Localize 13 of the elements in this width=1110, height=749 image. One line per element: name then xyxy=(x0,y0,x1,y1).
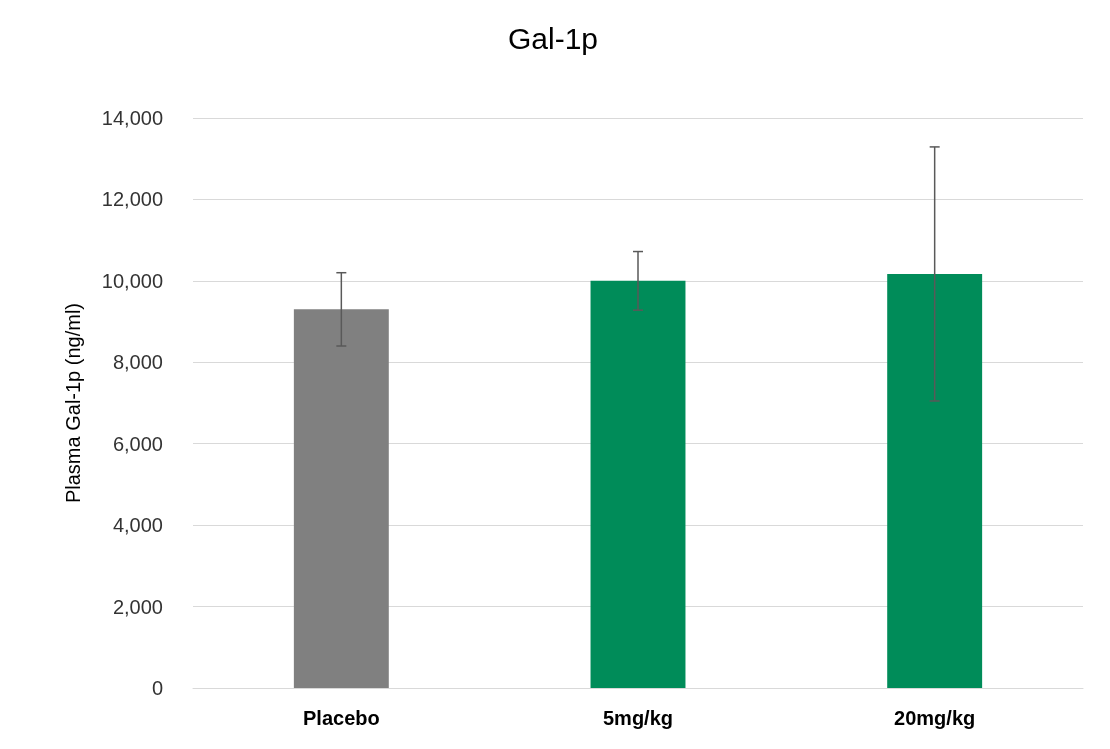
y-axis-title: Plasma Gal-1p (ng/ml) xyxy=(62,302,84,504)
y-tick-label: 10,000 xyxy=(101,269,163,292)
y-tick-label: 0 xyxy=(151,677,163,699)
y-tick-label: 12,000 xyxy=(101,188,163,211)
y-tick-label: 6,000 xyxy=(112,432,163,455)
y-tick-label: 14,000 xyxy=(101,107,163,129)
y-tick-label: 4,000 xyxy=(112,514,163,537)
y-tick-label: 8,000 xyxy=(112,351,163,374)
y-tick-label: 2,000 xyxy=(112,595,163,618)
x-tick-label: 20mg/kg xyxy=(894,707,976,729)
x-tick-label: 5mg/kg xyxy=(602,707,674,729)
chart-title: Gal-1p xyxy=(507,21,599,55)
x-tick-label: Placebo xyxy=(302,707,380,729)
